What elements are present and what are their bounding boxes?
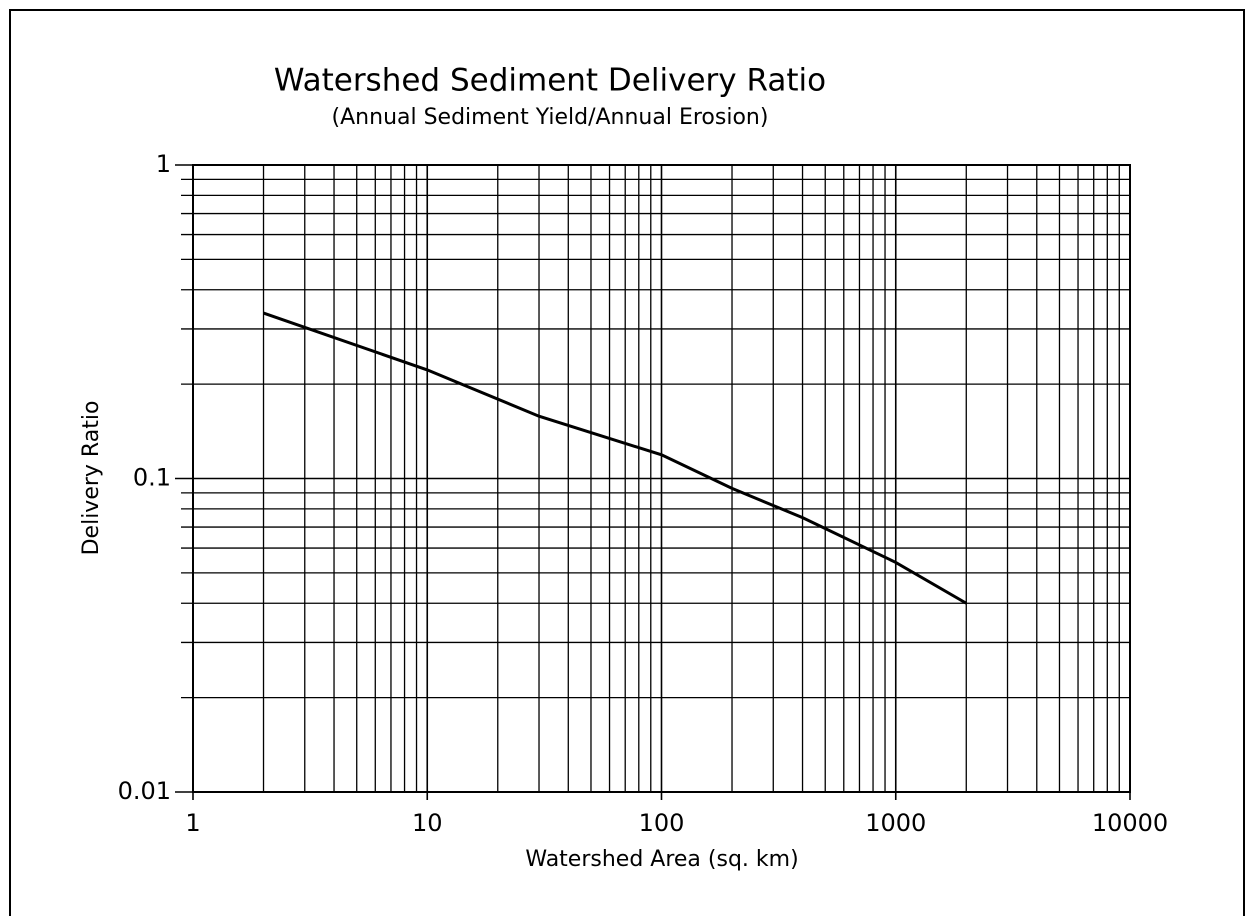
- plot-border: [192, 164, 1131, 793]
- y-tick-label: 0.1: [133, 464, 171, 492]
- chart-title: Watershed Sediment Delivery Ratio: [274, 63, 826, 99]
- chart-subtitle: (Annual Sediment Yield/Annual Erosion): [332, 105, 769, 130]
- x-tick-label: 100: [639, 809, 685, 837]
- x-tick-label: 1000: [865, 809, 926, 837]
- y-tick-label: 1: [156, 150, 171, 178]
- frame: [9, 9, 1245, 916]
- y-tick-label: 0.01: [118, 777, 171, 805]
- x-tick-label: 10: [412, 809, 443, 837]
- data-line: [263, 311, 968, 605]
- x-tick-label: 1: [185, 809, 200, 837]
- x-tick-label: 10000: [1092, 809, 1168, 837]
- x-axis-label: Watershed Area (sq. km): [525, 847, 798, 872]
- y-axis-label: Delivery Ratio: [79, 401, 104, 556]
